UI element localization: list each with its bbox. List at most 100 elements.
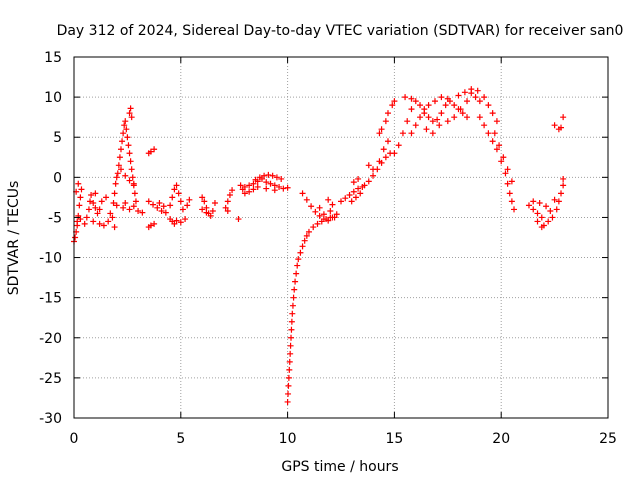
data-point (288, 326, 295, 333)
data-point (254, 183, 261, 190)
data-point (417, 114, 424, 121)
data-point (289, 302, 296, 309)
data-point (431, 98, 438, 105)
data-point (287, 342, 294, 349)
data-point (151, 146, 158, 153)
data-point (464, 98, 471, 105)
data-point (111, 190, 118, 197)
data-point (117, 146, 124, 153)
data-point (500, 154, 507, 161)
data-point (122, 200, 129, 207)
data-point (169, 194, 176, 201)
y-tick-label: -10 (39, 251, 62, 267)
data-point (273, 174, 280, 181)
data-point (536, 200, 543, 207)
data-point (145, 198, 152, 205)
data-point (459, 110, 466, 117)
data-point (160, 203, 167, 210)
data-point (129, 174, 136, 181)
data-point (399, 130, 406, 137)
data-point (126, 150, 133, 157)
data-point (162, 209, 169, 216)
data-point (88, 191, 95, 198)
data-point (493, 118, 500, 125)
data-point (553, 206, 560, 213)
data-point (376, 158, 383, 165)
data-point (113, 174, 120, 181)
data-point (286, 358, 293, 365)
data-point (147, 148, 154, 155)
data-point (127, 105, 134, 112)
data-point (436, 122, 443, 129)
data-point (92, 190, 99, 197)
data-point (267, 180, 274, 187)
data-point (408, 95, 415, 102)
data-point (560, 175, 567, 182)
data-point (269, 172, 276, 179)
data-point (348, 198, 355, 205)
data-point (122, 118, 129, 125)
data-point (150, 201, 157, 208)
data-point (199, 206, 206, 213)
data-point (365, 162, 372, 169)
data-point (289, 310, 296, 317)
data-point (316, 212, 323, 219)
data-point (511, 206, 518, 213)
data-point (229, 187, 236, 194)
data-point (171, 186, 178, 193)
data-point (83, 214, 90, 221)
data-point (508, 178, 515, 185)
data-point (461, 89, 468, 96)
data-point (455, 92, 462, 99)
data-point (120, 204, 127, 211)
data-point (429, 130, 436, 137)
data-point (498, 158, 505, 165)
data-point (125, 142, 132, 149)
data-point (355, 185, 362, 192)
data-point (224, 208, 231, 215)
y-tick-label: 5 (53, 130, 62, 146)
data-point (502, 170, 509, 177)
data-point (201, 198, 208, 205)
data-point (378, 126, 385, 133)
data-point (284, 398, 291, 405)
x-tick-label: 25 (599, 431, 617, 447)
x-tick-label: 15 (385, 431, 403, 447)
data-point (297, 249, 304, 256)
data-point (376, 130, 383, 137)
data-point (77, 194, 84, 201)
data-point (130, 203, 137, 210)
data-point (280, 185, 287, 192)
data-point (124, 134, 131, 141)
data-point (224, 198, 231, 205)
data-point (113, 202, 120, 209)
data-point (235, 216, 242, 223)
data-point (476, 114, 483, 121)
data-point (312, 208, 319, 215)
data-point (158, 208, 165, 215)
data-point (504, 166, 511, 173)
data-point (173, 217, 180, 224)
chart-title: Day 312 of 2024, Sidereal Day-to-day VTE… (57, 23, 624, 39)
data-point (110, 200, 117, 207)
data-point (472, 94, 479, 101)
data-point (131, 190, 138, 197)
data-point (130, 180, 137, 187)
data-point (444, 118, 451, 125)
data-point (365, 178, 372, 185)
data-point (132, 198, 139, 205)
x-tick-label: 0 (70, 431, 79, 447)
data-point (284, 184, 291, 191)
data-point (425, 102, 432, 109)
grid (74, 57, 608, 418)
data-point (346, 191, 353, 198)
x-tick-label: 10 (279, 431, 297, 447)
data-point (123, 126, 130, 133)
y-tick-label: -20 (39, 331, 62, 347)
data-point (485, 130, 492, 137)
data-point (350, 188, 357, 195)
data-point (128, 114, 135, 121)
data-point (122, 172, 129, 179)
data-point (250, 180, 257, 187)
